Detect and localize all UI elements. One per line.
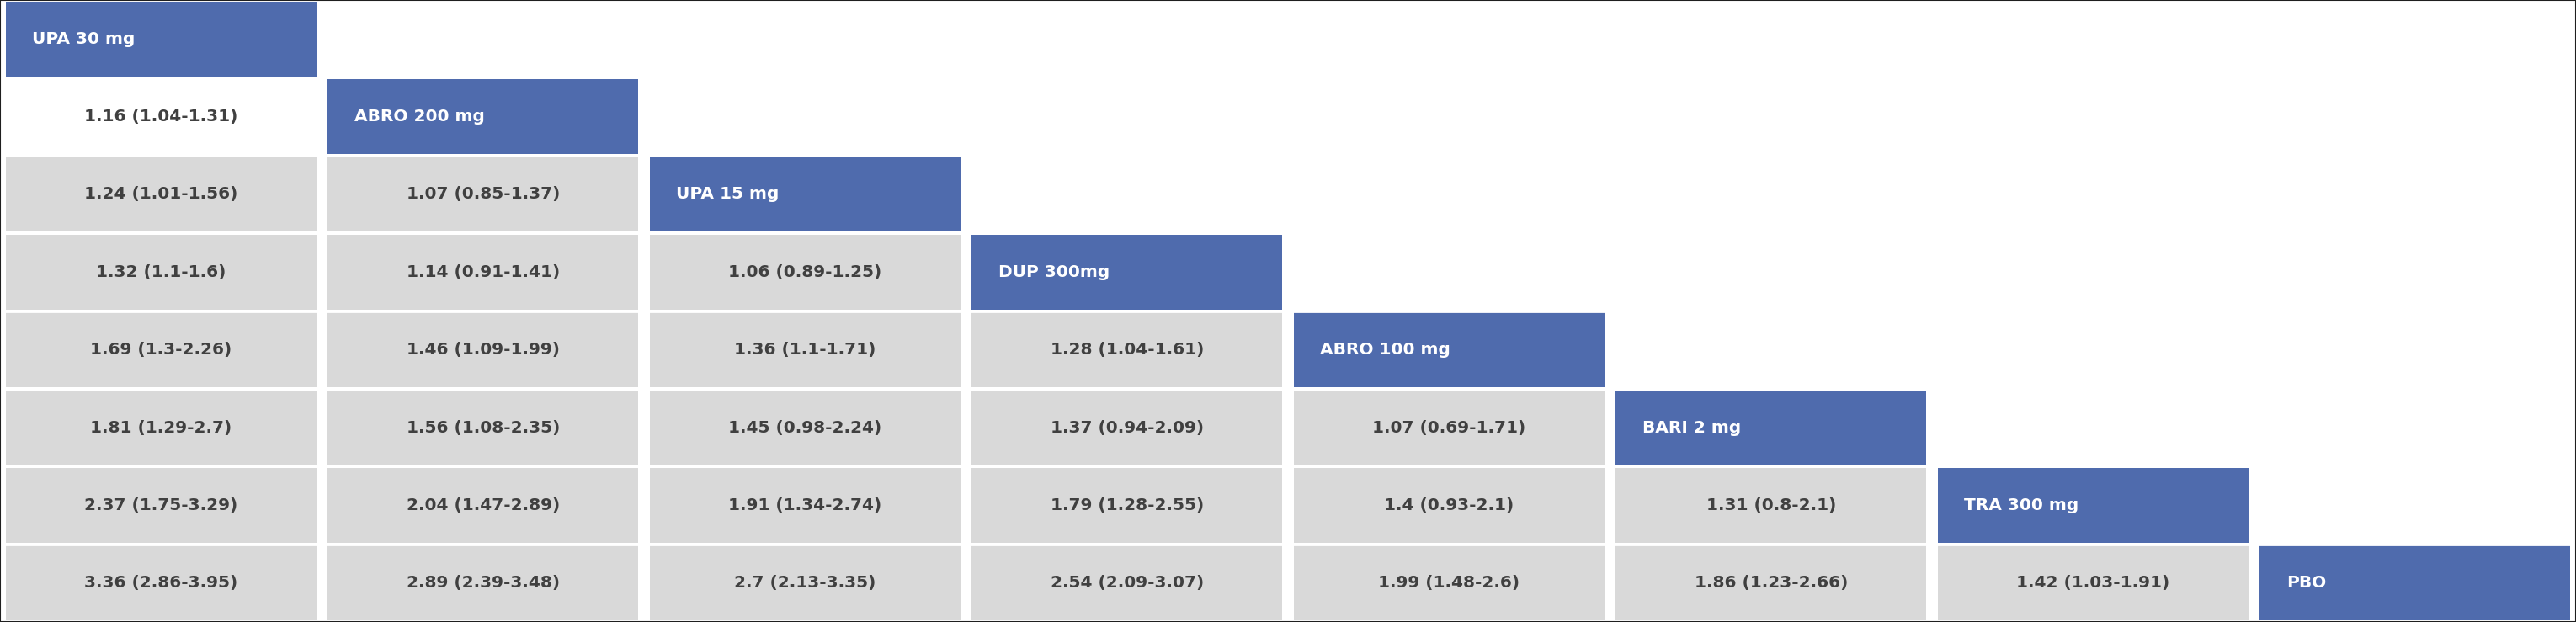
Bar: [1293, 390, 1605, 465]
Bar: [5, 79, 317, 154]
Text: 1.16 (1.04-1.31): 1.16 (1.04-1.31): [85, 109, 237, 124]
Bar: [649, 390, 961, 465]
Bar: [5, 545, 317, 621]
Text: 1.24 (1.01-1.56): 1.24 (1.01-1.56): [85, 187, 237, 202]
Bar: [1615, 390, 1927, 465]
Text: PBO: PBO: [2287, 575, 2326, 591]
Text: DUP 300mg: DUP 300mg: [997, 264, 1110, 280]
Text: 2.7 (2.13-3.35): 2.7 (2.13-3.35): [734, 575, 876, 591]
Bar: [327, 390, 639, 465]
Text: 1.99 (1.48-2.6): 1.99 (1.48-2.6): [1378, 575, 1520, 591]
Text: 1.28 (1.04-1.61): 1.28 (1.04-1.61): [1051, 342, 1203, 358]
Bar: [649, 312, 961, 388]
Bar: [649, 545, 961, 621]
Text: 1.4 (0.93-2.1): 1.4 (0.93-2.1): [1383, 498, 1515, 513]
Text: 1.36 (1.1-1.71): 1.36 (1.1-1.71): [734, 342, 876, 358]
Text: TRA 300 mg: TRA 300 mg: [1963, 498, 2079, 513]
Bar: [649, 234, 961, 310]
Bar: [971, 234, 1283, 310]
Text: 1.81 (1.29-2.7): 1.81 (1.29-2.7): [90, 420, 232, 435]
Text: 1.91 (1.34-2.74): 1.91 (1.34-2.74): [729, 498, 881, 513]
Text: 1.42 (1.03-1.91): 1.42 (1.03-1.91): [2017, 575, 2169, 591]
Bar: [649, 468, 961, 543]
Bar: [1937, 545, 2249, 621]
Text: 1.31 (0.8-2.1): 1.31 (0.8-2.1): [1705, 498, 1837, 513]
Bar: [327, 79, 639, 154]
Bar: [5, 312, 317, 388]
Bar: [5, 468, 317, 543]
Bar: [1293, 545, 1605, 621]
Text: 1.07 (0.85-1.37): 1.07 (0.85-1.37): [407, 187, 559, 202]
Bar: [327, 312, 639, 388]
Bar: [1615, 468, 1927, 543]
Text: UPA 30 mg: UPA 30 mg: [31, 31, 134, 47]
Text: 3.36 (2.86-3.95): 3.36 (2.86-3.95): [85, 575, 237, 591]
Text: 1.46 (1.09-1.99): 1.46 (1.09-1.99): [407, 342, 559, 358]
Bar: [5, 234, 317, 310]
Bar: [5, 1, 317, 77]
Bar: [1293, 312, 1605, 388]
Bar: [327, 545, 639, 621]
Bar: [971, 545, 1283, 621]
Bar: [1937, 468, 2249, 543]
Text: 1.56 (1.08-2.35): 1.56 (1.08-2.35): [407, 420, 559, 435]
Text: 2.54 (2.09-3.07): 2.54 (2.09-3.07): [1051, 575, 1203, 591]
Bar: [5, 157, 317, 232]
Text: 2.04 (1.47-2.89): 2.04 (1.47-2.89): [407, 498, 559, 513]
Text: 2.37 (1.75-3.29): 2.37 (1.75-3.29): [85, 498, 237, 513]
Text: 1.06 (0.89-1.25): 1.06 (0.89-1.25): [729, 264, 881, 280]
Bar: [971, 312, 1283, 388]
Text: ABRO 200 mg: ABRO 200 mg: [355, 109, 484, 124]
Bar: [327, 157, 639, 232]
Text: 2.89 (2.39-3.48): 2.89 (2.39-3.48): [407, 575, 559, 591]
Text: 1.07 (0.69-1.71): 1.07 (0.69-1.71): [1373, 420, 1525, 435]
Text: 1.86 (1.23-2.66): 1.86 (1.23-2.66): [1695, 575, 1847, 591]
Bar: [971, 468, 1283, 543]
Bar: [971, 390, 1283, 465]
Bar: [649, 157, 961, 232]
Text: ABRO 100 mg: ABRO 100 mg: [1319, 342, 1450, 358]
Bar: [1615, 545, 1927, 621]
Text: 1.45 (0.98-2.24): 1.45 (0.98-2.24): [729, 420, 881, 435]
Bar: [2259, 545, 2571, 621]
Bar: [1293, 468, 1605, 543]
Text: UPA 15 mg: UPA 15 mg: [675, 187, 778, 202]
Text: 1.14 (0.91-1.41): 1.14 (0.91-1.41): [407, 264, 559, 280]
Text: 1.37 (0.94-2.09): 1.37 (0.94-2.09): [1051, 420, 1203, 435]
Bar: [5, 390, 317, 465]
Text: 1.69 (1.3-2.26): 1.69 (1.3-2.26): [90, 342, 232, 358]
Text: 1.32 (1.1-1.6): 1.32 (1.1-1.6): [95, 264, 227, 280]
Bar: [327, 468, 639, 543]
Text: BARI 2 mg: BARI 2 mg: [1641, 420, 1741, 435]
Bar: [327, 234, 639, 310]
Text: 1.79 (1.28-2.55): 1.79 (1.28-2.55): [1051, 498, 1203, 513]
